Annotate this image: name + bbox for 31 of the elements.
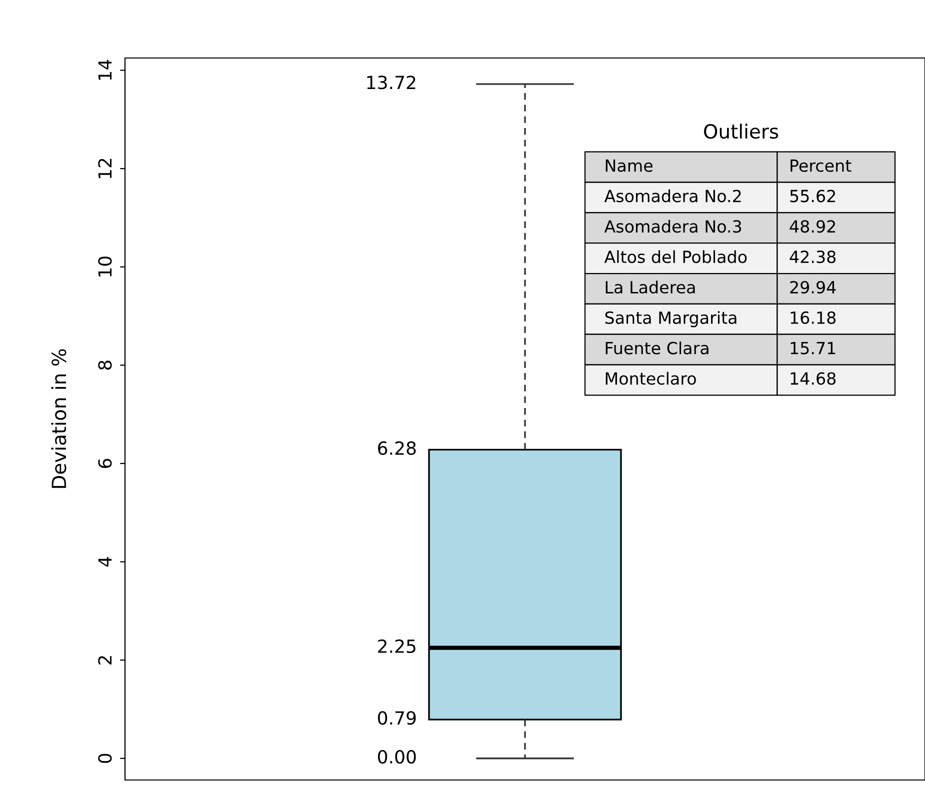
annotation: Asomadera No.2: [604, 189, 741, 202]
annotation: Fuente Clara: [606, 341, 708, 354]
annotation: Asomadera No.3: [604, 220, 742, 233]
y-tick-label: 0: [98, 754, 112, 763]
annotation: 16.18: [790, 311, 836, 324]
text: 13.72: [367, 76, 416, 90]
annotation: Percent: [790, 160, 852, 172]
y-axis-title: Deviation in %: [51, 349, 66, 488]
text: 0.00: [378, 750, 416, 764]
annotation: 15.71: [790, 342, 836, 354]
annotation: Monteclaro: [606, 372, 696, 385]
y-tick-label: 10: [98, 256, 112, 276]
annotation: 55.62: [790, 190, 836, 202]
annotation: Santa Margarita: [605, 311, 736, 328]
annotation: 48.92: [790, 220, 836, 233]
annotation: 14.68: [790, 372, 836, 385]
annotation: Name: [606, 160, 653, 172]
annotation: Outliers: [704, 124, 778, 139]
y-tick-label: 4: [98, 557, 112, 567]
annotation: La Laderea: [606, 280, 695, 294]
y-tick-label: 6: [98, 458, 112, 468]
text: 0.79: [378, 711, 416, 725]
y-tick-label: 12: [98, 158, 112, 178]
annotation: 42.38: [790, 250, 836, 264]
y-tick-label: 2: [98, 656, 112, 664]
annotation: Altos del Poblado: [604, 250, 747, 264]
y-tick-label: 8: [98, 360, 112, 370]
text: 6.28: [378, 441, 416, 455]
annotation: 29.94: [790, 280, 836, 294]
text: 2.25: [378, 639, 416, 654]
y-tick-label: 14: [98, 60, 112, 80]
